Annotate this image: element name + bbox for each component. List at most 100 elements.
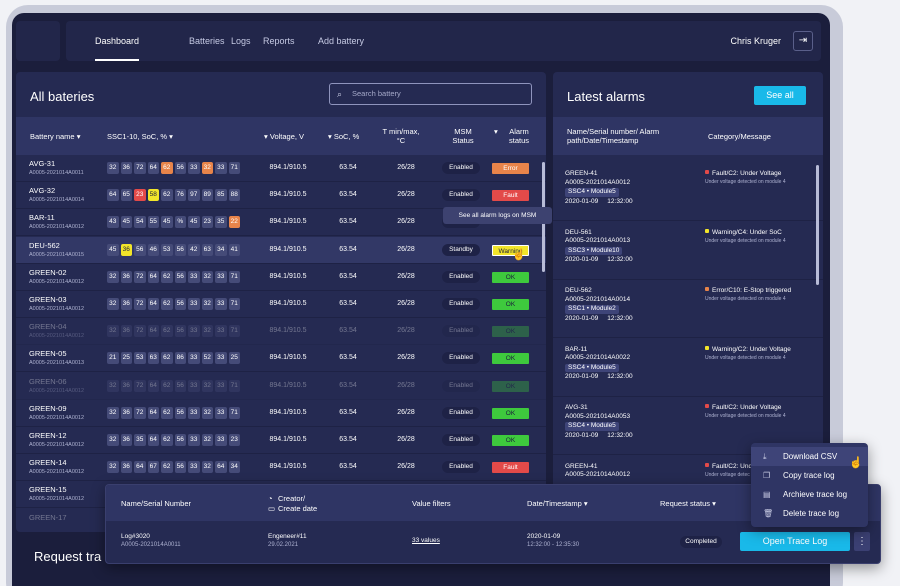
alarm-badge[interactable]: OK <box>492 271 529 283</box>
col-ssc[interactable]: SSC1-10, SoC, % ▾ <box>107 132 173 141</box>
table-row[interactable]: GREEN-06 A0005-2021014A0012 32 36 72 64 62 56 33… <box>16 373 546 400</box>
trace-filters-link[interactable]: 33 values <box>412 537 440 544</box>
nav-dashboard[interactable]: Dashboard <box>95 21 140 61</box>
table-row[interactable]: AVG-31 A0005-2021014A0011 32 36 72 64 62 56 33 32… <box>16 155 546 182</box>
menu-copy-trace[interactable]: ❐ Copy trace log <box>751 466 868 485</box>
table-row[interactable]: GREEN-12 A0005-2021014A0012 32 36 35 64 62 56 33… <box>16 427 546 454</box>
table-row[interactable]: GREEN-14 A0005-2021014A0012 32 36 64 67 62 56 33… <box>16 454 546 482</box>
cell-values: 45 36 56 46 53 56 42 63 34 41 <box>107 243 240 256</box>
cell-value: 32 <box>201 434 213 446</box>
cell-value: 33 <box>188 352 200 365</box>
cell-value: 36 <box>120 162 132 174</box>
download-icon: ⤓ <box>763 452 767 461</box>
col-soc[interactable]: ▾ SoC, % <box>328 132 360 141</box>
table-row[interactable]: DEU-562 A0005-2021014A0015 45 36 56 46 53 56 42 6… <box>16 236 546 264</box>
table-row[interactable]: GREEN-09 A0005-2021014A0012 32 36 72 64 62 56 33… <box>16 400 546 427</box>
temperature-value: 26/28 <box>397 354 415 362</box>
cell-value: 32 <box>201 325 213 338</box>
table-row[interactable]: AVG-32 A0005-2021014A0014 64 65 23 58 62 76 97 89… <box>16 182 546 210</box>
table-row[interactable]: GREEN-02 A0005-2021014A0012 32 36 72 64 62 56 33… <box>16 264 546 291</box>
voltage-value: 894.1/910.5 <box>269 381 307 389</box>
alarm-badge[interactable]: OK <box>492 435 529 446</box>
list-item[interactable]: GREEN-41 A0005-2021014A0012 Fault/C2: Un… <box>553 455 823 493</box>
cell-values: 32 36 64 67 62 56 33 32 64 34 <box>107 461 240 474</box>
list-item[interactable]: DEU-562 A0005-2021014A0014 SSC1 • Module2… <box>553 279 823 338</box>
menu-delete-trace[interactable]: 🗑 Delete trace log <box>751 504 868 523</box>
battery-serial: A0005-2021014A0012 <box>29 496 85 503</box>
open-trace-log-button[interactable]: Open Trace Log <box>740 532 850 551</box>
alarms-scrollbar[interactable] <box>816 165 819 285</box>
cell-values: 32 36 72 64 62 56 33 32 33 71 <box>107 162 240 174</box>
alarm-badge[interactable]: OK <box>492 353 529 365</box>
table-row[interactable]: BAR-11 A0005-2021014A0012 43 45 54 55 45% 45 23 3… <box>16 209 546 237</box>
list-item[interactable]: GREEN-41 A0005-2021014A0012 SSC4 • Module… <box>553 162 823 221</box>
cell-value: 33 <box>188 270 200 283</box>
cell-value: 64 <box>147 325 159 338</box>
list-item[interactable]: BAR-11 A0005-2021014A0022 SSC4 • Module5 2… <box>553 338 823 397</box>
cell-value: 67 <box>147 461 159 474</box>
alarm-category: Fault/C2: Under Voltage <box>712 404 782 411</box>
msm-status: Enabled <box>442 270 480 283</box>
cell-value: 33 <box>215 352 227 365</box>
alarm-category: Warning/C4: Under SoC <box>712 228 782 236</box>
see-all-button[interactable]: See all <box>754 86 806 105</box>
list-item[interactable]: AVG-31 A0005-2021014A0053 SSC4 • Module5 2… <box>553 396 823 455</box>
user-name[interactable]: Chris Kruger <box>730 36 781 46</box>
top-nav: Dashboard Batteries Logs Reports Add bat… <box>66 21 821 61</box>
alarm-badge[interactable]: OK <box>492 299 529 310</box>
logout-icon[interactable]: ⇥ <box>793 31 813 51</box>
voltage-value: 894.1/910.5 <box>269 272 307 280</box>
temperature-value: 26/28 <box>397 463 415 471</box>
table-row[interactable]: GREEN-17 <box>16 509 546 532</box>
cell-value: 62 <box>161 461 173 474</box>
alarm-message: Under voltage detected on module 4 <box>705 237 786 244</box>
calendar-icon: ▭ <box>268 504 276 513</box>
alarm-badge[interactable]: Error <box>492 163 529 174</box>
alarm-badge[interactable]: Fault <box>492 462 529 474</box>
menu-archive-trace[interactable]: ▤ Archieve trace log <box>751 485 868 504</box>
nav-batteries[interactable]: Batteries <box>189 36 225 46</box>
voltage-value: 894.1/910.5 <box>269 463 307 471</box>
col-trace-name[interactable]: Name/Serial Number <box>121 499 192 508</box>
table-row[interactable]: GREEN-03 A0005-2021014A0012 32 36 72 64 62 56 33… <box>16 291 546 318</box>
copy-icon: ❐ <box>763 471 771 480</box>
table-row[interactable]: GREEN-04 A0005-2021014A0012 32 36 72 64 62 56 33… <box>16 318 546 346</box>
col-tminmax[interactable]: T min/max, °C <box>382 127 420 145</box>
alarm-badge[interactable]: OK <box>492 407 529 419</box>
col-battery-name[interactable]: Battery name ▾ <box>30 132 81 141</box>
col-value-filters[interactable]: Value filters <box>412 499 451 508</box>
col-alarm-name[interactable]: Name/Serial number/ Alarm path/Date/Time… <box>567 127 660 145</box>
cell-value: 56 <box>174 461 186 474</box>
soc-value: 63.54 <box>339 191 357 199</box>
alarm-badge[interactable]: Warning <box>492 244 529 256</box>
more-options-icon[interactable]: ⋮ <box>854 532 870 551</box>
soc-value: 63.54 <box>339 436 357 443</box>
menu-download-csv[interactable]: ⤓ Download CSV <box>751 447 868 466</box>
alarm-badge[interactable]: OK <box>492 380 529 392</box>
cell-value: 56 <box>174 406 186 419</box>
nav-logs[interactable]: Logs <box>231 36 251 46</box>
cell-value: 63 <box>147 352 159 365</box>
col-date-timestamp[interactable]: Date/Timestamp ▾ <box>527 499 588 508</box>
search-input[interactable]: ⌕ Search battery <box>329 83 532 105</box>
col-category[interactable]: Category/Message <box>708 132 771 141</box>
cell-value: 62 <box>161 270 173 283</box>
nav-reports[interactable]: Reports <box>263 36 295 46</box>
col-voltage[interactable]: ▾ Voltage, V <box>264 132 305 141</box>
alarm-name: AVG-31 <box>565 404 588 411</box>
col-creator[interactable]: Creator/ <box>278 494 306 503</box>
cell-value: 62 <box>161 434 173 446</box>
col-create-date[interactable]: Create date <box>278 504 318 513</box>
nav-add-battery[interactable]: Add battery <box>318 36 365 46</box>
col-request-status[interactable]: Request status ▾ <box>660 499 716 508</box>
voltage-value: 894.1/910.5 <box>269 436 307 443</box>
alarm-badge[interactable]: Fault <box>492 190 529 202</box>
cell-value: 72 <box>134 379 146 392</box>
alarm-badge[interactable]: OK <box>492 326 529 338</box>
list-item[interactable]: DEU-561 A0005-2021014A0013 SSC3 • Module1… <box>553 221 823 280</box>
cell-value: 56 <box>174 243 186 256</box>
col-alarm[interactable]: Alarm status <box>508 127 529 145</box>
cell-value: 25 <box>120 352 132 365</box>
table-row[interactable]: GREEN-05 A0005-2021014A0013 21 25 53 63 62 86 33… <box>16 345 546 373</box>
col-msm[interactable]: MSM Status <box>452 127 474 145</box>
